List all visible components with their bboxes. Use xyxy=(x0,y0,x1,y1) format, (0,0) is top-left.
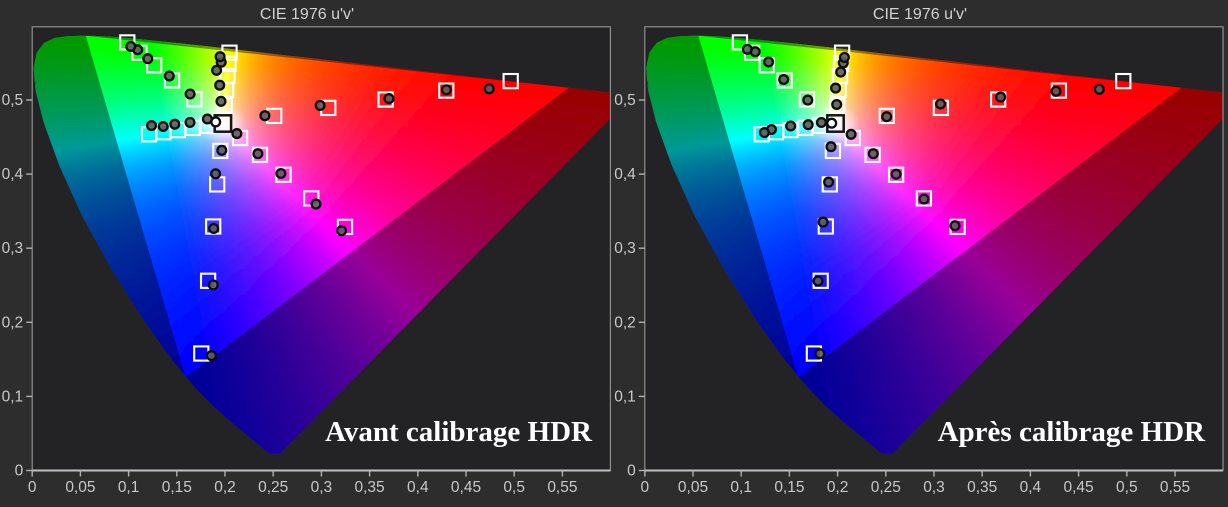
svg-text:0,4: 0,4 xyxy=(614,166,636,183)
svg-text:0: 0 xyxy=(640,479,649,496)
svg-text:0,15: 0,15 xyxy=(774,479,804,496)
svg-text:0,2: 0,2 xyxy=(214,479,236,496)
svg-text:0,45: 0,45 xyxy=(1064,479,1094,496)
svg-text:0,5: 0,5 xyxy=(614,92,636,109)
svg-text:0,05: 0,05 xyxy=(678,479,708,496)
svg-text:0,35: 0,35 xyxy=(967,479,997,496)
svg-text:0,25: 0,25 xyxy=(871,479,901,496)
svg-text:0,35: 0,35 xyxy=(355,479,385,496)
svg-text:0: 0 xyxy=(28,479,37,496)
svg-text:0,55: 0,55 xyxy=(547,479,577,496)
svg-text:0,15: 0,15 xyxy=(162,479,192,496)
svg-text:0,2: 0,2 xyxy=(2,314,24,331)
svg-text:0,2: 0,2 xyxy=(614,314,636,331)
svg-text:CIE 1976 u'v': CIE 1976 u'v' xyxy=(873,6,967,23)
svg-text:0,2: 0,2 xyxy=(827,479,849,496)
svg-text:0,3: 0,3 xyxy=(923,479,945,496)
svg-text:Avant calibrage HDR: Avant calibrage HDR xyxy=(325,416,593,448)
svg-text:0: 0 xyxy=(15,463,24,480)
svg-text:0,1: 0,1 xyxy=(2,388,24,405)
svg-text:0,4: 0,4 xyxy=(1020,479,1042,496)
svg-text:0,45: 0,45 xyxy=(451,479,481,496)
svg-text:0,1: 0,1 xyxy=(118,479,140,496)
svg-text:Après calibrage HDR: Après calibrage HDR xyxy=(938,416,1206,448)
svg-text:CIE 1976 u'v': CIE 1976 u'v' xyxy=(260,6,354,23)
svg-text:0,3: 0,3 xyxy=(311,479,333,496)
svg-text:0,4: 0,4 xyxy=(2,166,24,183)
svg-text:0,25: 0,25 xyxy=(258,479,288,496)
svg-text:0,5: 0,5 xyxy=(1116,479,1138,496)
svg-text:0,5: 0,5 xyxy=(503,479,525,496)
svg-text:0,1: 0,1 xyxy=(730,479,752,496)
svg-text:0,1: 0,1 xyxy=(614,388,636,405)
svg-text:0,05: 0,05 xyxy=(65,479,95,496)
svg-text:0,3: 0,3 xyxy=(614,240,636,257)
svg-text:0,3: 0,3 xyxy=(2,240,24,257)
svg-text:0,5: 0,5 xyxy=(2,92,24,109)
svg-text:0,4: 0,4 xyxy=(407,479,429,496)
svg-text:0,55: 0,55 xyxy=(1160,479,1190,496)
svg-text:0: 0 xyxy=(627,463,636,480)
